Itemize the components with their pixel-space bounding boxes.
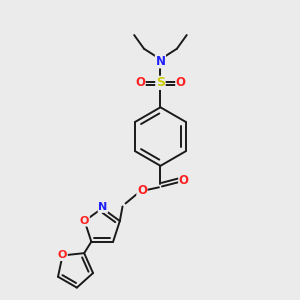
Text: N: N [98,202,107,212]
Text: O: O [135,76,145,89]
Text: O: O [176,76,186,89]
Text: N: N [155,55,166,68]
Text: O: O [179,174,189,187]
Text: S: S [156,76,165,89]
Text: O: O [137,184,147,197]
Text: O: O [80,216,89,226]
Text: O: O [58,250,67,260]
